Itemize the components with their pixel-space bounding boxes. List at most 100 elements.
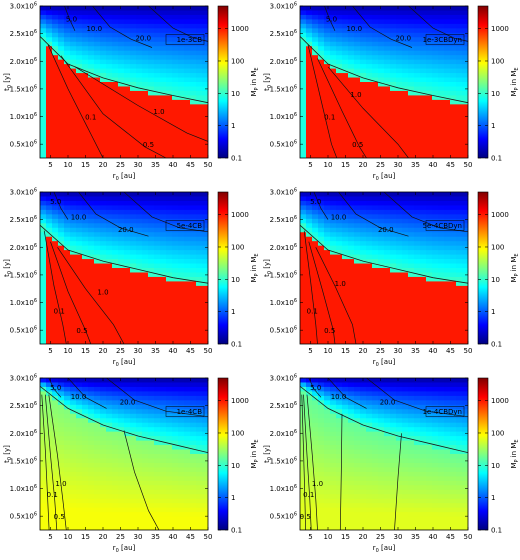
heatmap-cell: [64, 6, 71, 12]
heatmap-cell: [336, 326, 343, 332]
heatmap-cell: [190, 525, 197, 530]
heatmap-cell: [136, 68, 143, 74]
heatmap-cell: [342, 41, 349, 47]
heatmap-cell: [58, 73, 65, 79]
heatmap-cell: [64, 418, 71, 424]
heatmap-cell: [94, 250, 101, 256]
heatmap-cell: [40, 299, 47, 305]
heatmap-cell: [318, 321, 325, 327]
heatmap-cell: [366, 126, 373, 132]
heatmap-cell: [148, 23, 155, 29]
heatmap-cell: [420, 99, 427, 105]
heatmap-cell: [106, 454, 113, 460]
heatmap-cell: [330, 299, 337, 305]
heatmap-cell: [94, 445, 101, 451]
y-tick-label: 1.5x106: [10, 456, 37, 465]
heatmap-cell: [148, 436, 155, 442]
heatmap-cell: [136, 19, 143, 25]
heatmap-cell: [88, 458, 95, 464]
heatmap-cell: [348, 108, 355, 114]
heatmap-cell: [154, 113, 161, 119]
heatmap-cell: [444, 113, 451, 119]
heatmap-cell: [372, 321, 379, 327]
heatmap-cell: [88, 19, 95, 25]
heatmap-cell: [444, 73, 451, 79]
heatmap-cell: [166, 196, 173, 202]
heatmap-cell: [300, 144, 307, 150]
heatmap-cell: [354, 290, 361, 296]
heatmap-cell: [450, 326, 457, 332]
heatmap-cell: [64, 227, 71, 233]
heatmap-cell: [94, 55, 101, 61]
heatmap-cell: [112, 232, 119, 238]
heatmap-cell: [438, 32, 445, 38]
heatmap-cell: [154, 6, 161, 12]
heatmap-cell: [160, 507, 167, 513]
heatmap-cell: [190, 196, 197, 202]
heatmap-cell: [52, 218, 59, 224]
heatmap-cell: [318, 6, 325, 12]
heatmap-cell: [360, 113, 367, 119]
heatmap-cell: [148, 268, 155, 274]
heatmap-cell: [76, 77, 83, 83]
heatmap-cell: [396, 131, 403, 137]
heatmap-cell: [384, 50, 391, 56]
heatmap-cell: [118, 330, 125, 336]
heatmap-cell: [306, 19, 313, 25]
heatmap-cell: [112, 525, 119, 530]
heatmap-cell: [154, 41, 161, 47]
heatmap-cell: [76, 205, 83, 211]
heatmap-cell: [450, 59, 457, 65]
heatmap-cell: [172, 214, 179, 220]
heatmap-cell: [190, 46, 197, 52]
heatmap-cell: [40, 512, 47, 518]
heatmap-cell: [190, 263, 197, 269]
heatmap-cell: [420, 317, 427, 323]
heatmap-cell: [444, 32, 451, 38]
heatmap-cell: [420, 28, 427, 34]
heatmap-cell: [112, 431, 119, 437]
heatmap-cell: [82, 281, 89, 287]
heatmap-cell: [118, 192, 125, 198]
heatmap-cell: [312, 205, 319, 211]
heatmap-cell: [426, 285, 433, 291]
heatmap-cell: [124, 330, 131, 336]
heatmap-cell: [64, 503, 71, 509]
heatmap-cell: [70, 140, 77, 146]
heatmap-cell: [154, 73, 161, 79]
heatmap-cell: [64, 489, 71, 495]
heatmap-cell: [166, 454, 173, 460]
heatmap-cell: [408, 245, 415, 251]
heatmap-cell: [94, 382, 101, 388]
contour-line-20.0: [408, 6, 468, 42]
heatmap-cell: [378, 236, 385, 242]
heatmap-cell: [142, 395, 149, 401]
heatmap-cell: [372, 86, 379, 92]
heatmap-cell: [324, 131, 331, 137]
heatmap-cell: [40, 317, 47, 323]
heatmap-cell: [202, 521, 208, 527]
heatmap-cell: [366, 140, 373, 146]
heatmap-cell: [166, 214, 173, 220]
heatmap-cell: [124, 131, 131, 137]
heatmap-cell: [70, 73, 77, 79]
heatmap-cell: [124, 471, 131, 477]
heatmap-cell: [196, 339, 203, 344]
heatmap-cell: [82, 303, 89, 309]
heatmap-cell: [372, 135, 379, 141]
heatmap-cell: [420, 294, 427, 300]
heatmap-cell: [420, 131, 427, 137]
heatmap-cell: [426, 214, 433, 220]
heatmap-cell: [432, 37, 439, 43]
heatmap-cell: [306, 135, 313, 141]
heatmap-cell: [324, 299, 331, 305]
heatmap-cell: [196, 458, 203, 464]
heatmap-cell: [342, 19, 349, 25]
heatmap-cell: [202, 471, 208, 477]
heatmap-cell: [420, 308, 427, 314]
heatmap-cell: [390, 122, 397, 128]
heatmap-cell: [136, 218, 143, 224]
heatmap-cell: [202, 209, 208, 215]
heatmap-cell: [366, 86, 373, 92]
heatmap-cell: [166, 378, 173, 384]
